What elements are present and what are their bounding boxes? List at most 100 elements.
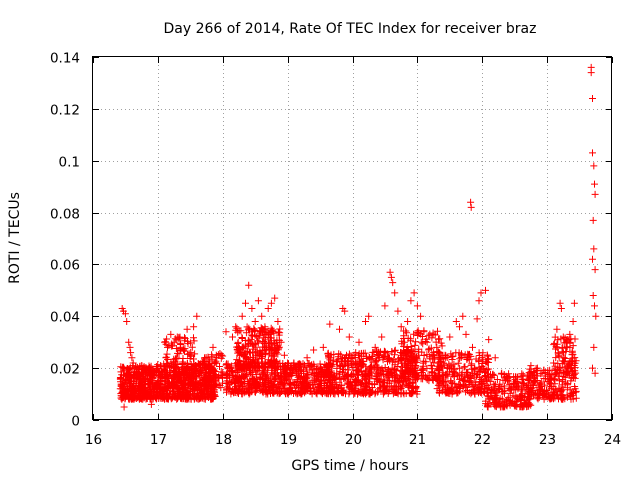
data-point: [589, 292, 597, 299]
data-point: [340, 386, 348, 394]
data-point: [193, 312, 201, 320]
data-point: [346, 380, 354, 388]
data-point: [266, 343, 274, 351]
data-point: [172, 345, 180, 352]
data-point: [410, 289, 418, 297]
data-point: [553, 343, 561, 351]
data-point: [412, 338, 420, 346]
data-point: [533, 364, 541, 372]
data-point: [254, 297, 262, 305]
data-point: [591, 190, 599, 198]
data-point: [537, 386, 544, 394]
data-point: [450, 360, 458, 368]
data-point: [506, 385, 514, 393]
data-point: [558, 348, 566, 356]
data-point: [264, 390, 272, 398]
data-point: [572, 394, 580, 402]
data-point: [178, 383, 186, 391]
data-point: [201, 354, 209, 362]
data-point: [345, 350, 353, 358]
data-point: [242, 299, 249, 307]
x-tick-label: 21: [409, 432, 426, 448]
data-point: [275, 372, 283, 380]
data-point: [185, 350, 193, 358]
data-point: [145, 380, 153, 388]
data-point: [559, 333, 567, 341]
data-point: [138, 362, 146, 370]
data-point: [354, 365, 362, 373]
data-point: [170, 367, 178, 374]
data-point: [167, 330, 175, 338]
data-point: [423, 351, 431, 359]
data-point: [235, 384, 243, 392]
data-point: [392, 367, 400, 375]
data-point: [118, 385, 126, 393]
data-point: [268, 351, 276, 359]
data-point: [141, 376, 149, 384]
data-point: [371, 390, 379, 398]
data-point: [224, 365, 232, 373]
data-point: [475, 349, 483, 357]
data-point: [315, 370, 323, 378]
data-point: [468, 360, 476, 368]
data-point: [294, 361, 302, 369]
data-point: [183, 359, 191, 367]
data-point: [560, 354, 568, 362]
data-point: [349, 371, 357, 379]
data-point: [417, 312, 425, 320]
data-point: [555, 377, 563, 385]
data-point: [232, 364, 240, 372]
data-point: [535, 392, 543, 400]
data-point: [292, 368, 300, 376]
data-point: [554, 349, 562, 357]
data-point: [267, 299, 275, 307]
data-point: [265, 377, 273, 385]
data-point: [137, 387, 145, 395]
data-point: [162, 353, 170, 361]
data-point: [484, 403, 492, 411]
data-point: [319, 366, 327, 374]
data-point: [530, 378, 538, 385]
data-point: [520, 393, 528, 401]
data-point: [527, 401, 535, 409]
data-point: [555, 352, 563, 360]
data-point: [566, 330, 574, 338]
data-point: [339, 387, 347, 395]
data-point: [303, 354, 311, 362]
data-point: [502, 397, 510, 405]
data-point: [366, 375, 374, 383]
data-point: [246, 348, 253, 356]
data-point: [385, 373, 393, 381]
data-point: [589, 255, 596, 263]
data-point: [170, 338, 178, 346]
y-tick-label: 0.06: [50, 258, 80, 274]
x-tick-label: 24: [604, 432, 621, 448]
data-point: [496, 383, 503, 391]
data-point: [155, 367, 163, 375]
y-tick-label: 0.08: [50, 207, 80, 223]
data-point: [291, 363, 299, 371]
data-point: [546, 376, 554, 384]
data-point: [327, 382, 334, 390]
data-point: [423, 338, 431, 346]
data-point: [456, 355, 464, 363]
data-point: [171, 358, 179, 366]
data-point: [211, 359, 219, 367]
data-point: [567, 389, 575, 397]
data-point: [146, 367, 154, 375]
data-point: [251, 356, 259, 364]
data-point: [270, 377, 278, 385]
data-point: [412, 376, 420, 384]
data-point: [424, 372, 432, 380]
data-point: [589, 216, 597, 224]
data-point: [179, 355, 187, 362]
data-point: [413, 302, 421, 310]
data-point: [384, 350, 392, 358]
data-point: [174, 384, 182, 392]
data-point: [470, 386, 478, 394]
data-point: [403, 366, 411, 374]
data-point: [591, 266, 599, 274]
data-point: [352, 384, 360, 392]
data-point: [557, 394, 565, 402]
data-point: [455, 372, 463, 380]
